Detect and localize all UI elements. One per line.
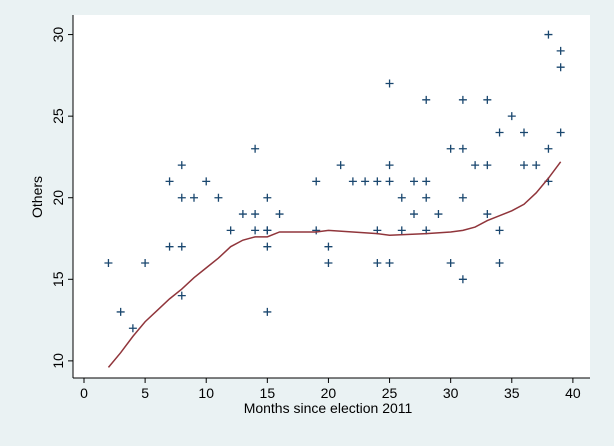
point [336,161,345,170]
point [324,258,333,267]
point [532,161,541,170]
point [373,177,382,186]
x-tick-label: 20 [321,385,337,401]
point [483,210,492,219]
point [202,177,211,186]
x-tick-label: 0 [80,385,88,401]
point [397,226,406,235]
point [385,161,394,170]
point [251,210,260,219]
point [556,46,565,55]
x-tick-label: 40 [565,385,581,401]
point [263,226,272,235]
point [397,193,406,202]
point [422,177,431,186]
point [434,210,443,219]
y-tick-label: 10 [50,353,66,369]
point [104,258,113,267]
point [312,226,321,235]
x-tick-label: 35 [504,385,520,401]
x-tick-label: 30 [443,385,459,401]
point [263,193,272,202]
point [165,177,174,186]
x-tick-label: 25 [382,385,398,401]
point [507,112,516,121]
point [214,193,223,202]
point [263,242,272,251]
point [238,210,247,219]
point [446,258,455,267]
point [520,161,528,170]
point [361,177,370,186]
point [556,63,565,72]
y-axis-title: Others [29,176,45,218]
point [251,144,260,153]
point [116,307,125,316]
y-tick-label: 20 [50,190,66,206]
point [458,275,467,284]
plot-area [73,15,590,378]
point [495,128,504,137]
point [275,210,284,219]
point [177,291,186,300]
point [226,226,235,235]
point [410,210,418,219]
point [544,144,553,153]
point [422,193,431,202]
y-tick-label: 25 [50,108,66,124]
y-tick-label: 15 [50,271,66,287]
x-tick-label: 10 [198,385,214,401]
point [348,177,357,186]
point [165,242,174,251]
point [446,144,455,153]
point [471,161,480,170]
point [312,177,321,186]
point [251,226,260,235]
point [483,95,492,104]
point [385,177,394,186]
point [410,177,418,186]
x-tick-label: 5 [141,385,149,401]
point [190,193,198,202]
point [458,144,467,153]
x-tick-label: 15 [260,385,276,401]
point [422,95,431,104]
point [177,193,186,202]
point [385,79,394,88]
x-axis-title: Months since election 2011 [244,400,413,416]
point [495,258,504,267]
point [177,161,186,170]
point [373,258,382,267]
point [263,307,272,316]
point [324,242,333,251]
point [483,161,492,170]
point [458,193,467,202]
point [141,258,150,267]
point [556,128,565,137]
y-tick-label: 30 [50,27,66,43]
point [177,242,186,251]
point [458,95,467,104]
point [544,30,553,39]
point [520,128,528,137]
point [128,324,137,333]
smooth-line [107,161,562,368]
point [495,226,504,235]
point [385,258,394,267]
